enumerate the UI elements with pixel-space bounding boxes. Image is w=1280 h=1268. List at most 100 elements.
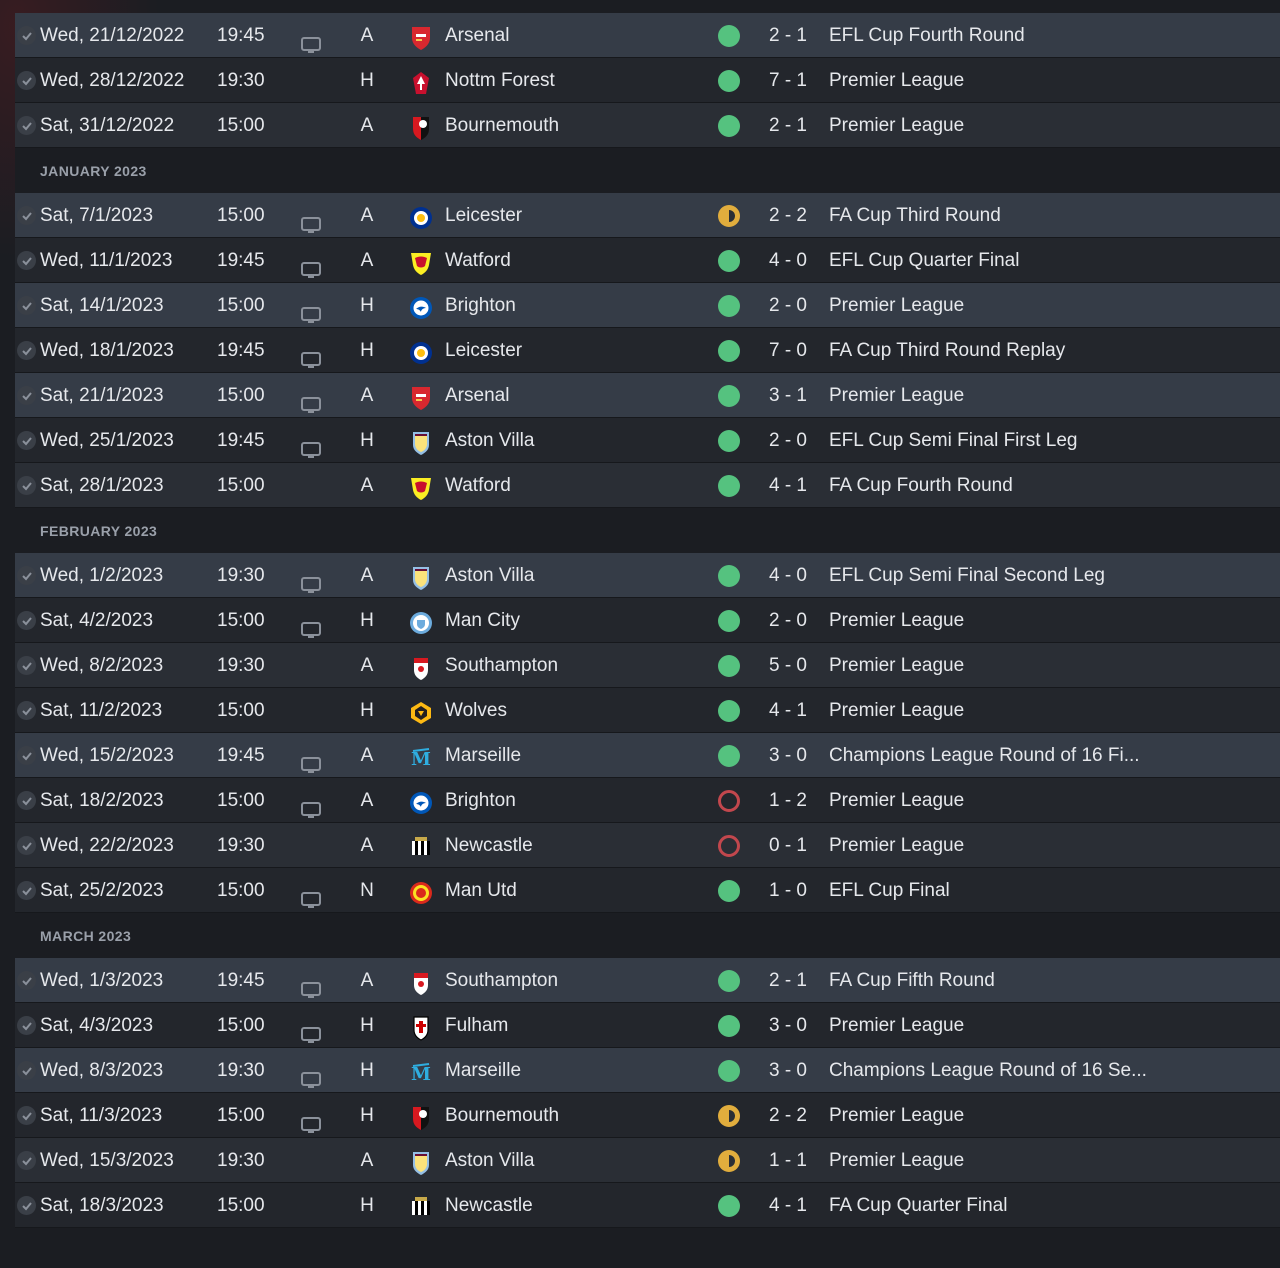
competition[interactable]: FA Cup Quarter Final <box>829 1195 1008 1216</box>
match-date: Sat, 11/3/2023 <box>40 1105 163 1126</box>
opponent-name[interactable]: Brighton <box>445 790 516 811</box>
venue: H <box>360 430 374 451</box>
competition[interactable]: Champions League Round of 16 Se... <box>829 1060 1147 1081</box>
result-win-icon <box>718 745 740 767</box>
marseille-crest-icon: M <box>409 1058 433 1085</box>
fixture-row[interactable]: Sat, 14/1/2023 15:00 H Brighton 2 - 0 Premier… <box>15 283 1280 328</box>
fixture-row[interactable]: Wed, 8/2/2023 19:30 A Southampton 5 - 0 Premi… <box>15 643 1280 688</box>
newcastle-crest-icon <box>409 833 433 859</box>
opponent-name[interactable]: Aston Villa <box>445 1150 535 1171</box>
check-icon <box>17 26 36 45</box>
fixture-row[interactable]: Sat, 11/2/2023 15:00 H Wolves 4 - 1 Premier L… <box>15 688 1280 733</box>
venue: A <box>360 970 374 991</box>
competition[interactable]: FA Cup Third Round Replay <box>829 340 1066 361</box>
match-date: Wed, 15/2/2023 <box>40 745 174 766</box>
fixture-row[interactable]: Sat, 18/3/2023 15:00 H Newcastle 4 - 1 FA Cup… <box>15 1183 1280 1228</box>
fixture-row[interactable]: Sat, 7/1/2023 15:00 A Leicester 2 - 2 FA Cup … <box>15 193 1280 238</box>
opponent-name[interactable]: Bournemouth <box>445 1105 560 1126</box>
score: 2 - 1 <box>768 970 808 991</box>
marseille-crest-icon: M <box>409 743 433 770</box>
watford-crest-icon <box>409 248 433 275</box>
competition[interactable]: EFL Cup Final <box>829 880 950 901</box>
match-time: 15:00 <box>217 475 265 496</box>
fixture-row[interactable]: Wed, 8/3/2023 19:30 H M Marseille 3 - 0 Champi… <box>15 1048 1280 1093</box>
fixture-row[interactable]: Sat, 18/2/2023 15:00 A Brighton 1 - 2 Premier… <box>15 778 1280 823</box>
fixture-row[interactable]: Wed, 18/1/2023 19:45 H Leicester 7 - 0 FA Cup… <box>15 328 1280 373</box>
competition[interactable]: Premier League <box>829 610 965 631</box>
opponent-name[interactable]: Brighton <box>445 295 516 316</box>
competition[interactable]: Premier League <box>829 835 965 856</box>
check-icon <box>17 701 36 720</box>
score: 4 - 1 <box>768 475 808 496</box>
competition[interactable]: Premier League <box>829 790 965 811</box>
venue: H <box>360 700 374 721</box>
competition[interactable]: Premier League <box>829 1105 965 1126</box>
competition[interactable]: EFL Cup Fourth Round <box>829 25 1025 46</box>
competition[interactable]: Premier League <box>829 70 965 91</box>
opponent-name[interactable]: Nottm Forest <box>445 70 555 91</box>
opponent-name[interactable]: Arsenal <box>445 25 510 46</box>
fixture-row[interactable]: Sat, 31/12/2022 15:00 A Bournemouth 2 - 1 Pre… <box>15 103 1280 148</box>
fixture-row[interactable]: Wed, 22/2/2023 19:30 A Newcastle 0 - 1 Premie… <box>15 823 1280 868</box>
competition[interactable]: EFL Cup Semi Final Second Leg <box>829 565 1106 586</box>
result-win-icon <box>718 475 740 497</box>
match-time: 19:45 <box>217 25 265 46</box>
fixture-row[interactable]: Sat, 25/2/2023 15:00 N Man Utd 1 - 0 EFL Cup … <box>15 868 1280 913</box>
competition[interactable]: Premier League <box>829 115 965 136</box>
competition[interactable]: EFL Cup Quarter Final <box>829 250 1020 271</box>
opponent-name[interactable]: Newcastle <box>445 1195 533 1216</box>
opponent-name[interactable]: Arsenal <box>445 385 510 406</box>
result-win-icon <box>718 1015 740 1037</box>
fixture-row[interactable]: Sat, 4/3/2023 15:00 H Fulham 3 - 0 Premier Le… <box>15 1003 1280 1048</box>
competition[interactable]: Premier League <box>829 295 965 316</box>
fixtures-list: Wed, 21/12/2022 19:45 A Arsenal 2 - 1 EFL Cup… <box>15 13 1280 1268</box>
competition[interactable]: Premier League <box>829 655 965 676</box>
fixture-row[interactable]: Sat, 28/1/2023 15:00 A Watford 4 - 1 FA Cup F… <box>15 463 1280 508</box>
result-draw-icon <box>718 1105 740 1127</box>
fixture-row[interactable]: Wed, 15/3/2023 19:30 A Aston Villa 1 - 1 Prem… <box>15 1138 1280 1183</box>
fixture-row[interactable]: Wed, 11/1/2023 19:45 A Watford 4 - 0 EFL Cup … <box>15 238 1280 283</box>
fixture-row[interactable]: Wed, 21/12/2022 19:45 A Arsenal 2 - 1 EFL Cup… <box>15 13 1280 58</box>
fixture-row[interactable]: Sat, 11/3/2023 15:00 H Bournemouth 2 - 2 Prem… <box>15 1093 1280 1138</box>
venue: H <box>360 295 374 316</box>
check-icon <box>17 116 36 135</box>
opponent-name[interactable]: Fulham <box>445 1015 509 1036</box>
competition[interactable]: EFL Cup Semi Final First Leg <box>829 430 1078 451</box>
competition[interactable]: FA Cup Fourth Round <box>829 475 1013 496</box>
opponent-name[interactable]: Man City <box>445 610 520 631</box>
check-icon <box>17 881 36 900</box>
score: 7 - 0 <box>768 340 808 361</box>
opponent-name[interactable]: Watford <box>445 475 511 496</box>
opponent-name[interactable]: Leicester <box>445 205 523 226</box>
opponent-name[interactable]: Southampton <box>445 655 559 676</box>
opponent-name[interactable]: Marseille <box>445 745 522 766</box>
opponent-name[interactable]: Watford <box>445 250 511 271</box>
opponent-name[interactable]: Bournemouth <box>445 115 560 136</box>
opponent-name[interactable]: Aston Villa <box>445 430 535 451</box>
competition[interactable]: Champions League Round of 16 Fi... <box>829 745 1140 766</box>
competition[interactable]: Premier League <box>829 1015 965 1036</box>
competition[interactable]: FA Cup Third Round <box>829 205 1001 226</box>
competition[interactable]: Premier League <box>829 385 965 406</box>
competition[interactable]: Premier League <box>829 1150 965 1171</box>
fixture-row[interactable]: Sat, 21/1/2023 15:00 A Arsenal 3 - 1 Premier … <box>15 373 1280 418</box>
opponent-name[interactable]: Marseille <box>445 1060 522 1081</box>
fixture-row[interactable]: Sat, 4/2/2023 15:00 H Man City 2 - 0 Premier … <box>15 598 1280 643</box>
opponent-name[interactable]: Southampton <box>445 970 559 991</box>
match-time: 19:30 <box>217 70 265 91</box>
opponent-name[interactable]: Man Utd <box>445 880 517 901</box>
opponent-name[interactable]: Leicester <box>445 340 523 361</box>
competition[interactable]: FA Cup Fifth Round <box>829 970 995 991</box>
fixture-row[interactable]: Wed, 1/2/2023 19:30 A Aston Villa 4 - 0 EFL C… <box>15 553 1280 598</box>
fixture-row[interactable]: Wed, 1/3/2023 19:45 A Southampton 2 - 1 FA Cu… <box>15 958 1280 1003</box>
newcastle-crest-icon <box>409 1193 433 1219</box>
opponent-name[interactable]: Newcastle <box>445 835 533 856</box>
fixture-row[interactable]: Wed, 15/2/2023 19:45 A M Marseille 3 - 0 Champ… <box>15 733 1280 778</box>
opponent-name[interactable]: Aston Villa <box>445 565 535 586</box>
fixture-row[interactable]: Wed, 28/12/2022 19:30 H Nottm Forest 7 - 1 Pr… <box>15 58 1280 103</box>
opponent-name[interactable]: Wolves <box>445 700 507 721</box>
fixture-row[interactable]: Wed, 25/1/2023 19:45 H Aston Villa 2 - 0 EFL … <box>15 418 1280 463</box>
svg-text:M: M <box>411 1064 431 1085</box>
leicester-crest-icon <box>409 203 433 229</box>
competition[interactable]: Premier League <box>829 700 965 721</box>
